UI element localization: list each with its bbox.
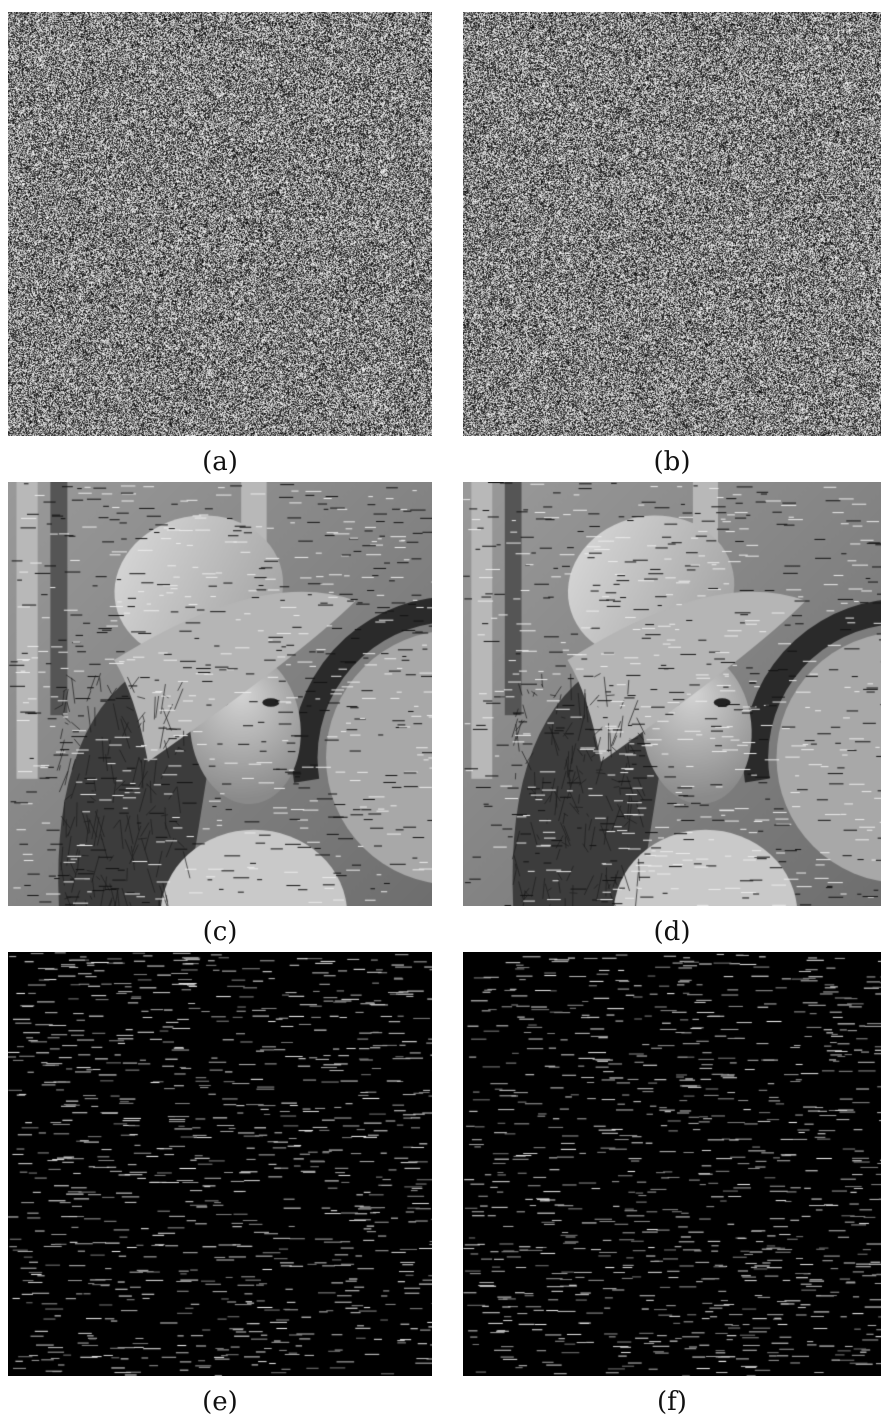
panel-b-image [463, 12, 881, 436]
caption-b: (b) [653, 447, 691, 477]
panel-e-image [8, 952, 432, 1376]
panel-d-image [463, 482, 881, 906]
caption-d: (d) [653, 917, 691, 947]
caption-e: (e) [202, 1387, 238, 1417]
panel-c-image [8, 482, 432, 906]
caption-a: (a) [202, 447, 238, 477]
caption-f: (f) [657, 1387, 687, 1417]
panel-a-image [8, 12, 432, 436]
caption-c: (c) [202, 917, 238, 947]
panel-f-image [463, 952, 881, 1376]
